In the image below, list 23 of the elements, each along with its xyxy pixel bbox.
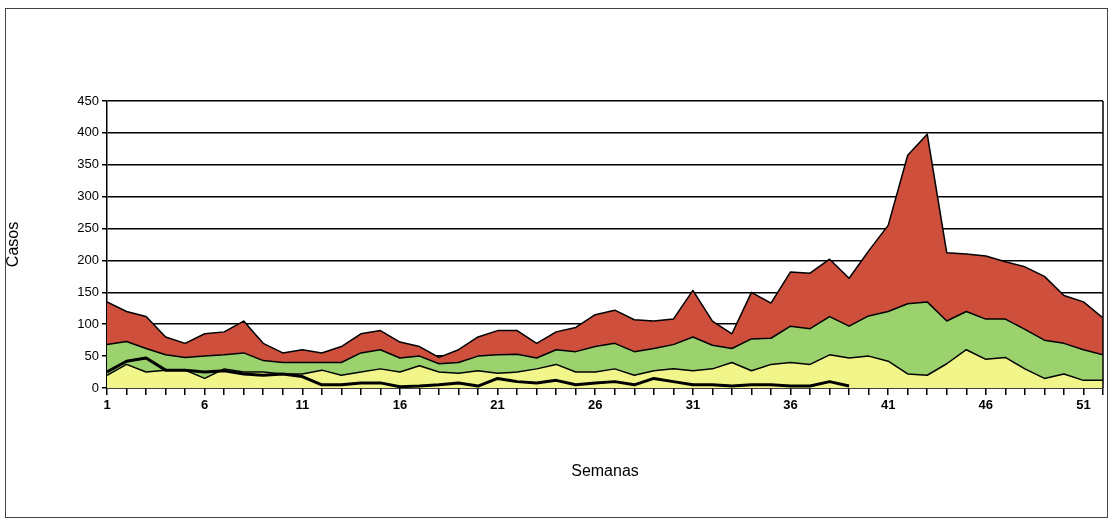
x-tick-label: 1	[103, 397, 111, 413]
x-tick-label: 41	[880, 397, 896, 413]
y-axis-title: Casos	[4, 221, 22, 268]
y-tick-label: 400	[77, 124, 99, 140]
y-tick-label: 350	[77, 156, 99, 172]
x-tick-label: 6	[201, 397, 209, 413]
y-tick-label: 100	[77, 315, 99, 331]
x-tick-label: 46	[978, 397, 994, 413]
x-tick-label: 21	[490, 397, 505, 413]
y-tick-label: 300	[77, 188, 99, 204]
x-tick-label: 11	[295, 397, 310, 413]
x-axis-title: Semanas	[571, 461, 639, 479]
y-tick-label: 0	[91, 379, 99, 395]
y-tick-label: 50	[84, 347, 99, 363]
x-tick-label: 16	[392, 397, 408, 413]
x-tick-label: 31	[685, 397, 701, 413]
x-tick-label: 26	[588, 397, 603, 413]
y-tick-label: 200	[77, 252, 99, 268]
y-tick-label: 150	[77, 283, 99, 299]
x-tick-label: 36	[783, 397, 798, 413]
y-tick-label: 450	[77, 92, 99, 108]
y-tick-label: 250	[77, 220, 99, 236]
x-tick-label: 51	[1076, 397, 1091, 413]
